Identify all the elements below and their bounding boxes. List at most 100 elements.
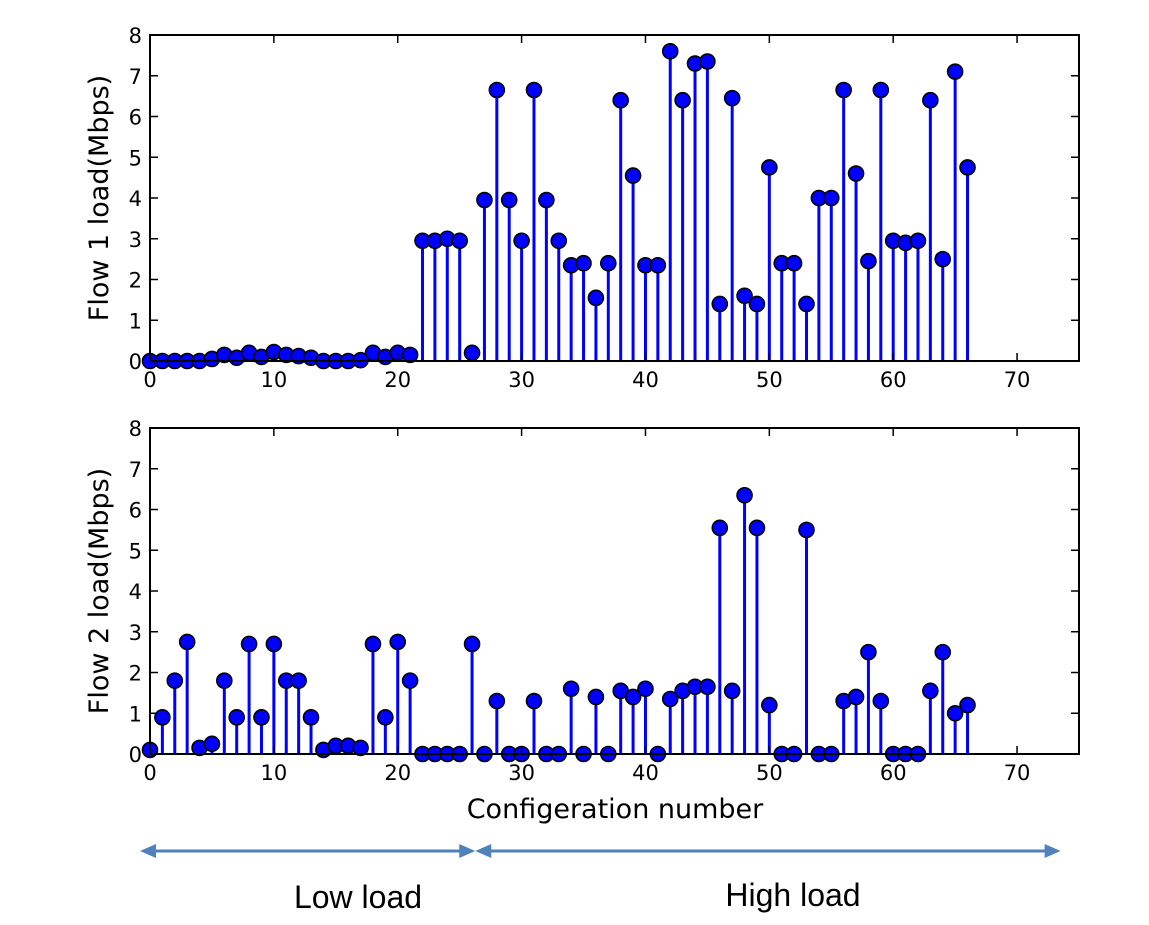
data-point xyxy=(562,680,580,698)
x-tick-label: 20 xyxy=(384,761,411,785)
data-point xyxy=(785,254,803,272)
y-tick-label: 7 xyxy=(129,458,142,482)
data-point xyxy=(822,189,840,207)
x-tick-label: 40 xyxy=(632,761,659,785)
low-load-arrow-right-head xyxy=(459,844,476,858)
data-point xyxy=(389,633,407,651)
data-point xyxy=(290,672,307,689)
data-point xyxy=(872,692,890,710)
data-point xyxy=(463,635,481,653)
data-point xyxy=(624,688,642,706)
data-point xyxy=(674,91,691,109)
y-tick-label: 1 xyxy=(129,309,142,333)
data-point xyxy=(959,696,976,714)
data-point xyxy=(798,295,815,313)
y-tick-label: 8 xyxy=(129,417,142,441)
data-point xyxy=(637,680,654,698)
data-point xyxy=(203,735,221,753)
x-tick-label: 70 xyxy=(1004,368,1031,392)
data-point xyxy=(178,633,196,651)
data-point xyxy=(463,344,481,362)
x-axis-title: Configeration number xyxy=(467,794,764,825)
data-point xyxy=(265,635,283,653)
data-point xyxy=(922,682,939,700)
load-regions xyxy=(140,844,1061,858)
data-point xyxy=(748,519,766,537)
data-point xyxy=(934,250,952,268)
data-point xyxy=(835,81,852,99)
data-point xyxy=(587,289,605,307)
data-point xyxy=(723,89,741,107)
y-tick-label: 5 xyxy=(129,146,142,170)
data-point xyxy=(847,688,865,706)
data-point xyxy=(761,696,778,714)
x-tick-label: 0 xyxy=(143,761,156,785)
data-point xyxy=(587,688,605,706)
data-point xyxy=(661,690,679,708)
y-tick-label: 8 xyxy=(129,24,142,48)
plot-frame xyxy=(149,427,1080,755)
data-point xyxy=(352,739,369,757)
data-point xyxy=(476,191,493,209)
data-point xyxy=(401,346,419,364)
data-point xyxy=(946,63,964,80)
data-point xyxy=(959,159,976,176)
data-point xyxy=(364,635,382,653)
data-point xyxy=(699,53,716,70)
data-point xyxy=(166,672,184,689)
y-tick-label: 0 xyxy=(129,743,142,767)
data-point xyxy=(488,81,506,99)
data-point xyxy=(624,167,642,184)
y-tick-label: 0 xyxy=(129,350,142,374)
data-point xyxy=(649,256,667,274)
y-tick-label: 6 xyxy=(129,499,142,523)
x-tick-label: 30 xyxy=(508,368,535,392)
flow-2-panel: 0 10 20 30 40 50 60 70 0 1 2 3 4 5 6 7 8 Flow 2 load(Mbps… xyxy=(84,417,1080,785)
y-tick-label: 7 xyxy=(129,65,142,89)
data-point xyxy=(253,709,270,726)
x-tick-label: 40 xyxy=(632,368,659,392)
data-point xyxy=(847,165,865,182)
x-tick-label: 50 xyxy=(756,761,783,785)
y-tick-label: 5 xyxy=(129,539,142,563)
plot-frame xyxy=(149,34,1080,362)
data-point xyxy=(761,159,778,176)
low-load-label: Low load xyxy=(294,879,422,915)
x-tick-label: 60 xyxy=(880,761,907,785)
y-axis-title: Flow 1 load(Mbps) xyxy=(84,75,115,321)
data-point xyxy=(550,232,568,250)
data-point xyxy=(401,672,419,689)
y-tick-label: 2 xyxy=(129,269,142,293)
data-point xyxy=(525,81,543,99)
data-point xyxy=(302,709,320,726)
data-point xyxy=(451,232,468,250)
data-point xyxy=(922,91,939,109)
x-tick-label: 70 xyxy=(1004,761,1031,785)
x-tick-label: 10 xyxy=(260,368,287,392)
y-axis-title: Flow 2 load(Mbps) xyxy=(84,468,115,714)
low-load-arrow-left-head xyxy=(140,844,156,858)
high-load-arrow-left-head xyxy=(475,844,492,858)
y-tick-label: 2 xyxy=(129,662,142,686)
data-point xyxy=(377,709,394,726)
x-tick-label: 50 xyxy=(756,368,783,392)
data-point xyxy=(860,252,877,270)
data-point xyxy=(525,692,543,710)
data-point xyxy=(872,81,890,99)
x-tick-label: 0 xyxy=(143,368,156,392)
flow-1-panel: 0 10 20 30 40 50 60 70 0 1 2 3 4 5 6 7 8 Flow 1 load(Mbps… xyxy=(84,24,1080,392)
data-point xyxy=(513,232,530,250)
data-point xyxy=(500,191,518,209)
data-point xyxy=(798,521,815,539)
data-point xyxy=(909,232,927,250)
data-point xyxy=(860,643,877,661)
data-point xyxy=(216,672,233,689)
y-tick-label: 3 xyxy=(129,228,142,252)
data-point xyxy=(723,682,741,700)
data-point xyxy=(934,643,952,661)
data-point xyxy=(699,678,716,696)
data-point xyxy=(600,254,617,272)
data-point xyxy=(748,295,766,313)
data-point xyxy=(736,287,753,305)
